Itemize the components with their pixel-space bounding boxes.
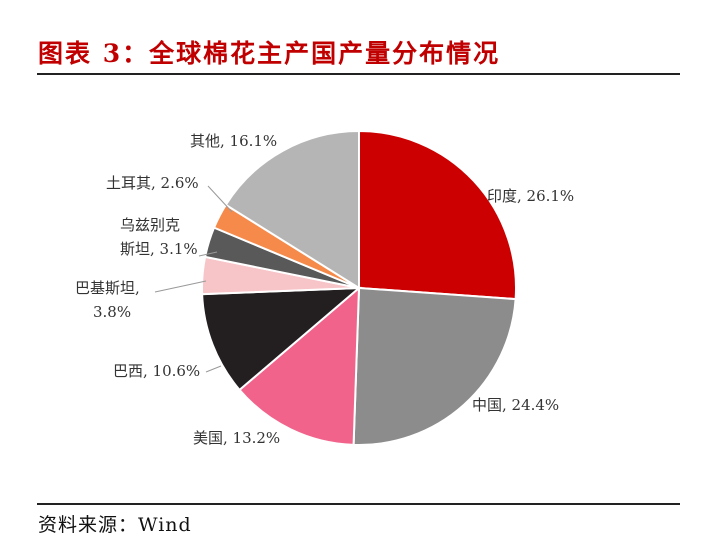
slice-label-5-line-1: 巴基斯坦,	[75, 279, 140, 297]
leader-line-5	[154, 280, 207, 293]
slice-label-5-line-2: 3.8%	[93, 303, 131, 321]
pie-slice-3	[238, 285, 361, 446]
pie-slice-2	[352, 286, 517, 446]
title-rule	[37, 73, 680, 75]
pie-slice-8	[224, 129, 360, 290]
leader-line-6	[198, 251, 218, 257]
slice-label-6-line-1: 乌兹别克	[120, 216, 180, 234]
source-note: 资料来源：Wind	[38, 514, 192, 536]
leader-line-4	[205, 365, 222, 373]
slice-label-1: 印度, 26.1%	[487, 187, 574, 205]
slice-label-3: 美国, 13.2%	[193, 429, 280, 447]
pie-slice-4	[201, 286, 362, 392]
slice-label-8: 其他, 16.1%	[190, 132, 277, 150]
source-rule	[37, 503, 680, 505]
leader-line-7	[207, 185, 233, 213]
slice-label-2: 中国, 24.4%	[472, 396, 559, 414]
slice-label-6-line-2: 斯坦, 3.1%	[120, 240, 198, 258]
chart-title: 图表 3：全球棉花主产国产量分布情况	[38, 39, 501, 68]
slice-label-7: 土耳其, 2.6%	[106, 174, 199, 192]
slice-label-4: 巴西, 10.6%	[113, 362, 200, 380]
pie-slice-1	[358, 129, 517, 301]
